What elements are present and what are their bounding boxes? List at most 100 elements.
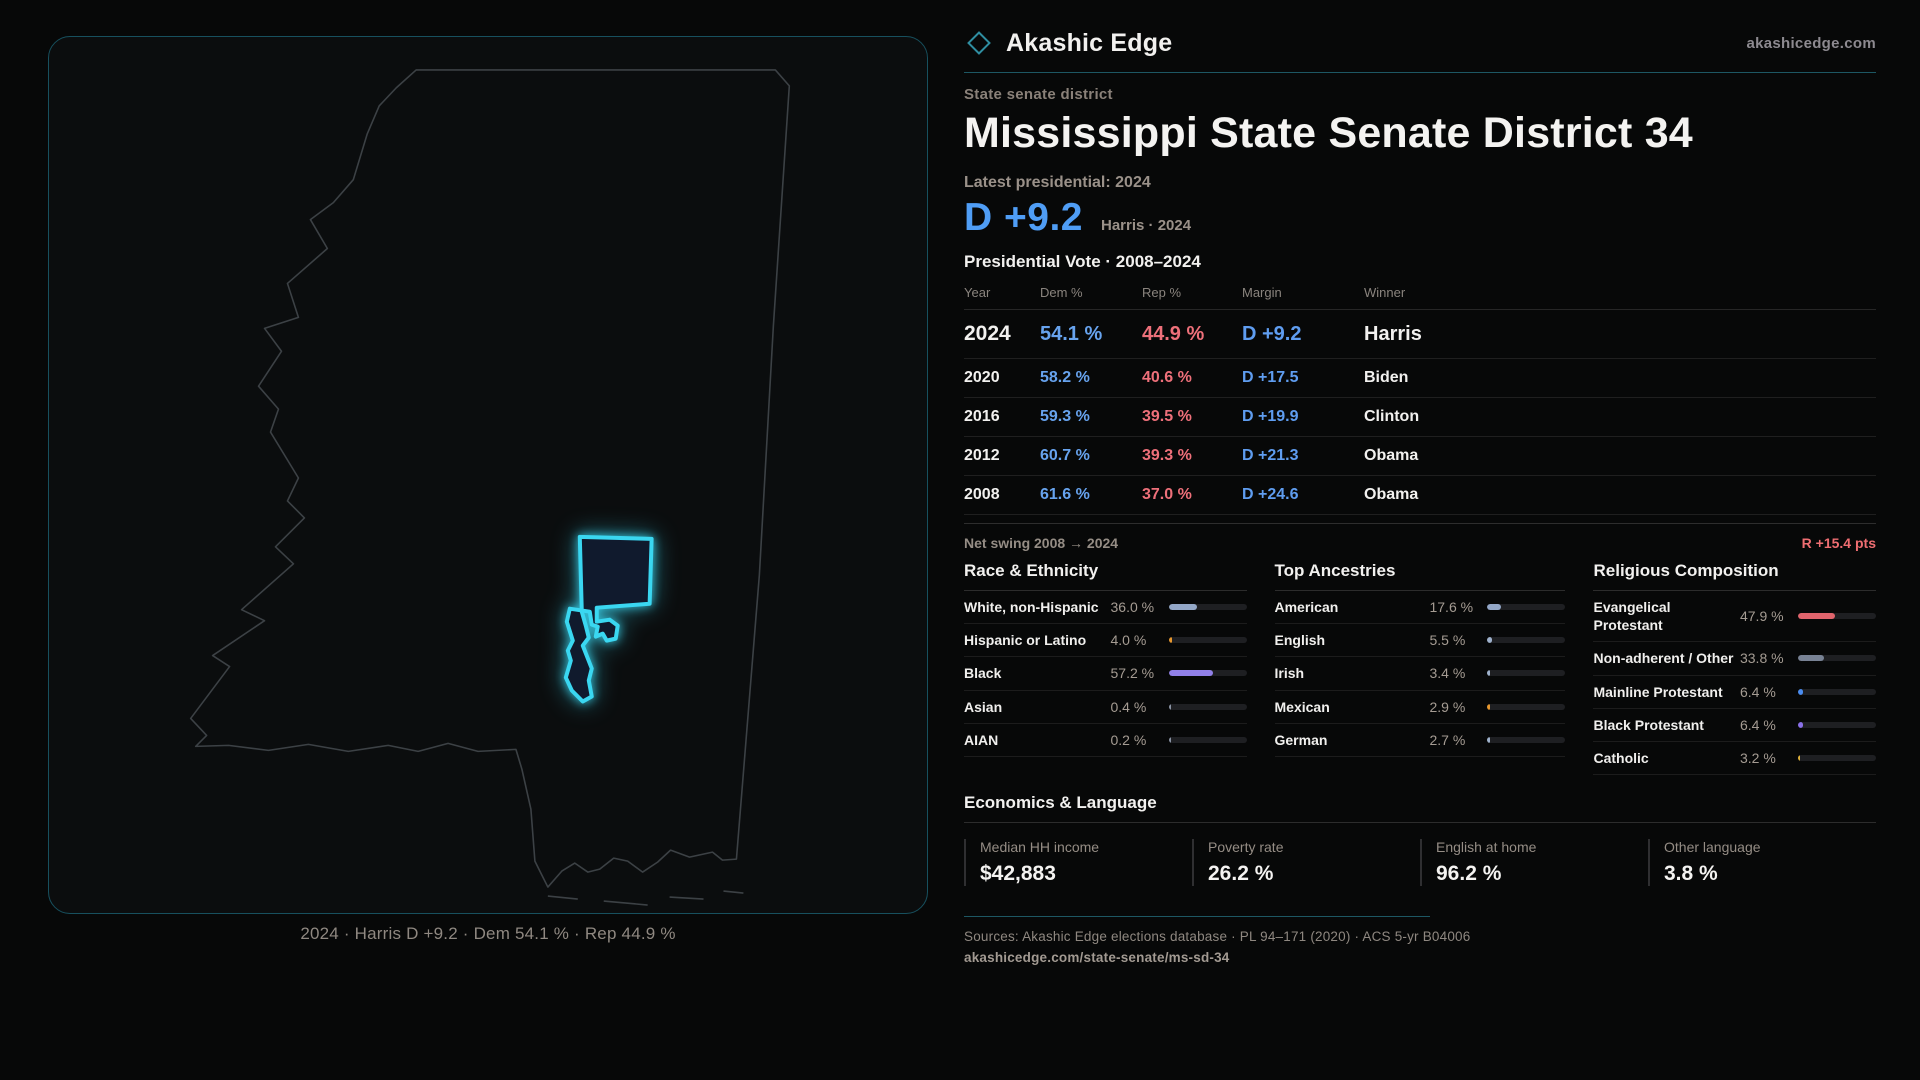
demographic-bar-fill — [1168, 670, 1214, 677]
economic-stat: Median HH income $42,883 — [964, 839, 1192, 887]
demographic-bar-fill — [1168, 604, 1197, 611]
demographic-value: 4.0 % — [1110, 632, 1147, 649]
demographic-value: 0.4 % — [1110, 698, 1147, 715]
demographic-bar — [1168, 604, 1247, 611]
demographic-label: White, non-Hispanic — [964, 599, 1099, 615]
demographic-bar-fill — [1168, 736, 1171, 743]
demographic-bar-fill — [1797, 721, 1803, 728]
table-cell: 59.3 % — [1040, 408, 1090, 425]
table-row: 2012 60.7 % 39.3 % D +21.3 Obama — [964, 437, 1876, 476]
kicker: State senate district — [964, 86, 1113, 103]
table-cell: 2012 — [964, 447, 1000, 464]
demographic-label: Non-adherent / Other — [1593, 650, 1734, 667]
demographic-value: 36.0 % — [1110, 599, 1155, 616]
demographic-value: 57.2 % — [1110, 665, 1155, 682]
latest-presidential-label: Latest presidential: 2024 — [964, 174, 1151, 191]
table-cell: D +17.5 — [1242, 369, 1299, 386]
demographic-bar — [1487, 670, 1566, 677]
demographic-bar — [1168, 670, 1247, 677]
demographic-row: White, non-Hispanic 36.0 % — [964, 591, 1247, 625]
stat-value: 96.2 % — [1436, 862, 1502, 886]
headline-margin-value: D +9.2 — [964, 196, 1083, 239]
demographic-label: Irish — [1274, 665, 1305, 682]
demographic-bar — [1797, 755, 1876, 762]
headline-margin-context: Harris · 2024 — [1101, 217, 1192, 234]
stat-value: 3.8 % — [1664, 862, 1718, 886]
headline-margin-block: D +9.2 Harris · 2024 — [964, 196, 1876, 240]
footer-permalink: akashicedge.com/state-senate/ms-sd-34 — [964, 950, 1230, 966]
table-row: 2008 61.6 % 37.0 % D +24.6 Obama — [964, 476, 1876, 515]
results-table-title: Presidential Vote · 2008–2024 — [964, 252, 1201, 271]
demographic-bar — [1168, 637, 1247, 644]
demographic-label: Catholic — [1593, 749, 1649, 766]
table-cell: 58.2 % — [1040, 369, 1090, 386]
table-cell: 60.7 % — [1040, 447, 1090, 464]
district-shape — [563, 534, 654, 704]
table-cell: 61.6 % — [1040, 486, 1090, 503]
state-outline — [189, 69, 791, 888]
column-header: Margin — [1242, 285, 1282, 300]
net-swing-label: Net swing 2008 → 2024 — [964, 535, 1119, 551]
table-cell: D +21.3 — [1242, 447, 1299, 464]
map-caption: 2024 · Harris D +9.2 · Dem 54.1 % · Rep … — [300, 924, 676, 943]
diamond-logo-icon — [967, 31, 991, 55]
demographic-value: 6.4 % — [1739, 716, 1776, 733]
demographic-value: 2.7 % — [1429, 731, 1466, 748]
demographic-row: Black 57.2 % — [964, 657, 1247, 691]
demographic-label: Hispanic or Latino — [964, 632, 1087, 649]
demographic-bar — [1797, 655, 1876, 662]
gulf-islands — [547, 890, 744, 906]
table-cell: D +9.2 — [1242, 322, 1302, 345]
stat-label: Poverty rate — [1208, 839, 1284, 856]
stat-label: Other language — [1664, 839, 1761, 856]
demographic-row: Asian 0.4 % — [964, 691, 1247, 724]
demographic-value: 33.8 % — [1739, 650, 1784, 667]
table-cell: 39.3 % — [1142, 447, 1192, 464]
footer-sources: Sources: Akashic Edge elections database… — [964, 929, 1471, 945]
demographic-label: Mainline Protestant — [1593, 683, 1723, 700]
table-cell: 39.5 % — [1142, 408, 1192, 425]
demographic-label: German — [1274, 731, 1328, 748]
column-header: Rep % — [1142, 285, 1182, 300]
demographics-column: Top Ancestries American 17.6 % English 5.5 %… — [1274, 561, 1566, 775]
demographic-bar — [1797, 613, 1876, 620]
table-cell: 2020 — [964, 369, 1000, 386]
mississippi-map — [189, 69, 791, 906]
demographic-label: Black Protestant — [1593, 716, 1704, 733]
demographic-value: 47.9 % — [1739, 608, 1784, 625]
demographic-bar — [1487, 703, 1566, 710]
demographic-label: Mexican — [1274, 698, 1330, 715]
demographics-column: Religious Composition Evangelical Protest… — [1593, 561, 1876, 776]
demographic-bar-fill — [1168, 637, 1172, 644]
results-table: Year Dem % Rep % Margin Winner 2024 54.1 % 44.9… — [964, 276, 1876, 515]
demographics-grid: Race & Ethnicity White, non-Hispanic 36.0 … — [964, 561, 1876, 776]
demographic-label: Asian — [964, 698, 1003, 715]
table-cell: 44.9 % — [1142, 322, 1205, 345]
table-cell: Harris — [1364, 322, 1422, 345]
table-cell: Obama — [1364, 486, 1419, 503]
demographic-row: Hispanic or Latino 4.0 % — [964, 624, 1247, 658]
demographic-bar-fill — [1168, 703, 1171, 710]
demographic-row: American 17.6 % — [1274, 591, 1566, 625]
column-header: Dem % — [1040, 285, 1083, 300]
stat-label: Median HH income — [980, 839, 1100, 856]
table-cell: Clinton — [1364, 408, 1420, 425]
demographic-row: Catholic 3.2 % — [1593, 742, 1876, 776]
economics-stats: Median HH income $42,883 Poverty rate 26.2 … — [964, 839, 1876, 887]
stat-value: 26.2 % — [1208, 862, 1274, 886]
table-cell: Biden — [1364, 369, 1409, 386]
section-title: Top Ancestries — [1274, 561, 1566, 591]
demographic-bar-fill — [1797, 755, 1801, 762]
table-row: 2016 59.3 % 39.5 % D +19.9 Clinton — [964, 398, 1876, 437]
demographics-column: Race & Ethnicity White, non-Hispanic 36.0 … — [964, 561, 1247, 775]
demographic-value: 3.2 % — [1739, 750, 1776, 767]
demographic-bar-fill — [1487, 637, 1492, 644]
demographic-bar — [1168, 736, 1247, 743]
demographic-bar — [1487, 637, 1566, 644]
demographic-row: German 2.7 % — [1274, 724, 1566, 757]
net-swing-row: Net swing 2008 → 2024 R +15.4 pts — [964, 523, 1876, 557]
demographic-value: 6.4 % — [1739, 683, 1776, 700]
demographic-row: AIAN 0.2 % — [964, 724, 1247, 757]
demographic-bar-fill — [1797, 613, 1836, 620]
